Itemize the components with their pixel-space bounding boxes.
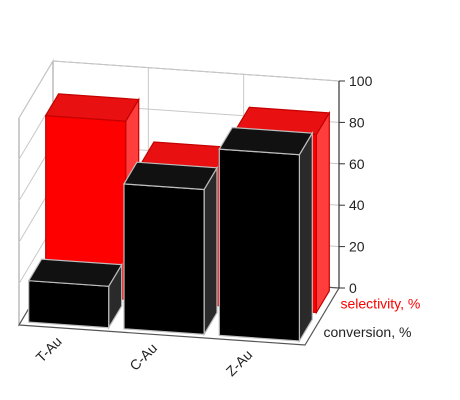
x-tick-label: Z-Au xyxy=(223,346,256,379)
y-tick-label: 40 xyxy=(349,197,365,213)
bar-front xyxy=(28,280,110,329)
x-tick-label: C-Au xyxy=(126,340,160,374)
bar-top xyxy=(218,126,314,156)
y-tick-label: 20 xyxy=(349,239,365,255)
y-tick-label: 100 xyxy=(349,73,373,89)
bar-conversion-T-Au xyxy=(27,258,123,330)
bar-side xyxy=(315,110,330,315)
bar-top xyxy=(122,161,219,191)
bar-top xyxy=(44,93,140,122)
x-axis-labels: T-Au C-Au Z-Au xyxy=(33,333,256,379)
y-tick-label: 80 xyxy=(349,114,365,130)
bar-front xyxy=(218,148,300,342)
bar-side xyxy=(298,130,313,344)
y-tick-label: 60 xyxy=(349,156,365,172)
bar-top xyxy=(27,258,123,287)
bar-side xyxy=(203,165,218,337)
series-label-conversion: conversion, % xyxy=(324,324,412,340)
bar-conversion-Z-Au xyxy=(218,126,314,344)
y-axis-ticks: 0 20 40 60 80 100 xyxy=(339,73,373,296)
x-tick-label: T-Au xyxy=(33,333,65,365)
chart-bars xyxy=(27,93,331,344)
y-tick-label: 0 xyxy=(349,280,357,296)
bar-conversion-C-Au xyxy=(122,161,219,337)
series-labels: selectivity, % conversion, % xyxy=(324,295,421,340)
bar-front xyxy=(123,183,205,336)
series-label-selectivity: selectivity, % xyxy=(341,295,421,311)
